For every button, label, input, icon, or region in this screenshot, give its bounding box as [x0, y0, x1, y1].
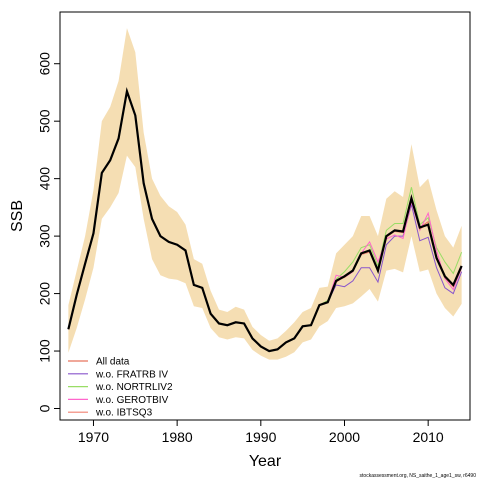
- y-tick-label: 100: [37, 339, 53, 363]
- y-tick-label: 200: [37, 282, 53, 306]
- legend-label-0: All data: [96, 357, 130, 368]
- y-tick-label: 600: [37, 52, 53, 76]
- y-tick-label: 300: [37, 224, 53, 248]
- y-tick-label: 0: [37, 404, 53, 412]
- x-tick-label: 1970: [78, 429, 109, 445]
- legend-label-2: w.o. NORTRLIV2: [95, 382, 173, 393]
- y-tick-label: 400: [37, 167, 53, 191]
- y-tick-label: 500: [37, 109, 53, 133]
- plot-frame: [59, 11, 471, 421]
- x-tick-label: 1980: [162, 429, 193, 445]
- legend-label-3: w.o. GEROTBIV: [95, 395, 169, 406]
- x-tick-label: 1990: [245, 429, 276, 445]
- confidence-band: [68, 28, 462, 360]
- x-tick-label: 2010: [413, 429, 444, 445]
- x-axis-title: Year: [249, 453, 282, 470]
- main-line-layer: [67, 86, 463, 353]
- legend-label-4: w.o. IBTSQ3: [95, 408, 153, 419]
- x-axis: 1970 1980 1990 2000 2010: [78, 420, 444, 445]
- confidence-band-layer: [68, 28, 462, 360]
- y-axis: 0 100 200 300 400 500 600: [37, 52, 60, 412]
- footnote: stockassessment.org, NS_saithe_1_age1_sw…: [360, 473, 477, 479]
- y-axis-title: SSB: [9, 200, 26, 232]
- main-estimate-line: [67, 86, 463, 353]
- x-tick-label: 2000: [329, 429, 360, 445]
- legend-label-1: w.o. FRATRB IV: [95, 369, 168, 380]
